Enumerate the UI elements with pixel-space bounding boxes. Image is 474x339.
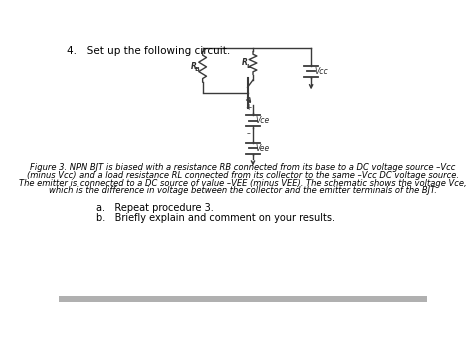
Text: R: R: [242, 58, 247, 67]
Text: B: B: [195, 67, 200, 73]
Text: Figure 3. NPN BJT is biased with a resistance RB connected from its base to a DC: Figure 3. NPN BJT is biased with a resis…: [30, 163, 456, 172]
Text: +: +: [245, 103, 252, 112]
Text: R: R: [191, 62, 197, 71]
Text: which is the difference in voltage between the collector and the emitter termina: which is the difference in voltage betwe…: [49, 186, 437, 195]
Text: b.   Briefly explain and comment on your results.: b. Briefly explain and comment on your r…: [96, 213, 336, 223]
Text: L: L: [246, 64, 250, 68]
Text: Vcc: Vcc: [314, 67, 328, 76]
Text: 4.   Set up the following circuit.: 4. Set up the following circuit.: [67, 46, 230, 56]
Bar: [59, 296, 427, 302]
Text: a.   Repeat procedure 3.: a. Repeat procedure 3.: [96, 203, 214, 213]
Text: (minus Vcc) and a load resistance RL connected from its collector to the same –V: (minus Vcc) and a load resistance RL con…: [27, 171, 459, 180]
Text: –: –: [246, 129, 250, 138]
Text: Vee: Vee: [255, 144, 270, 153]
Text: The emitter is connected to a DC source of value –VEE (minus VEE). The schematic: The emitter is connected to a DC source …: [19, 179, 467, 187]
Text: Vce: Vce: [255, 116, 270, 125]
